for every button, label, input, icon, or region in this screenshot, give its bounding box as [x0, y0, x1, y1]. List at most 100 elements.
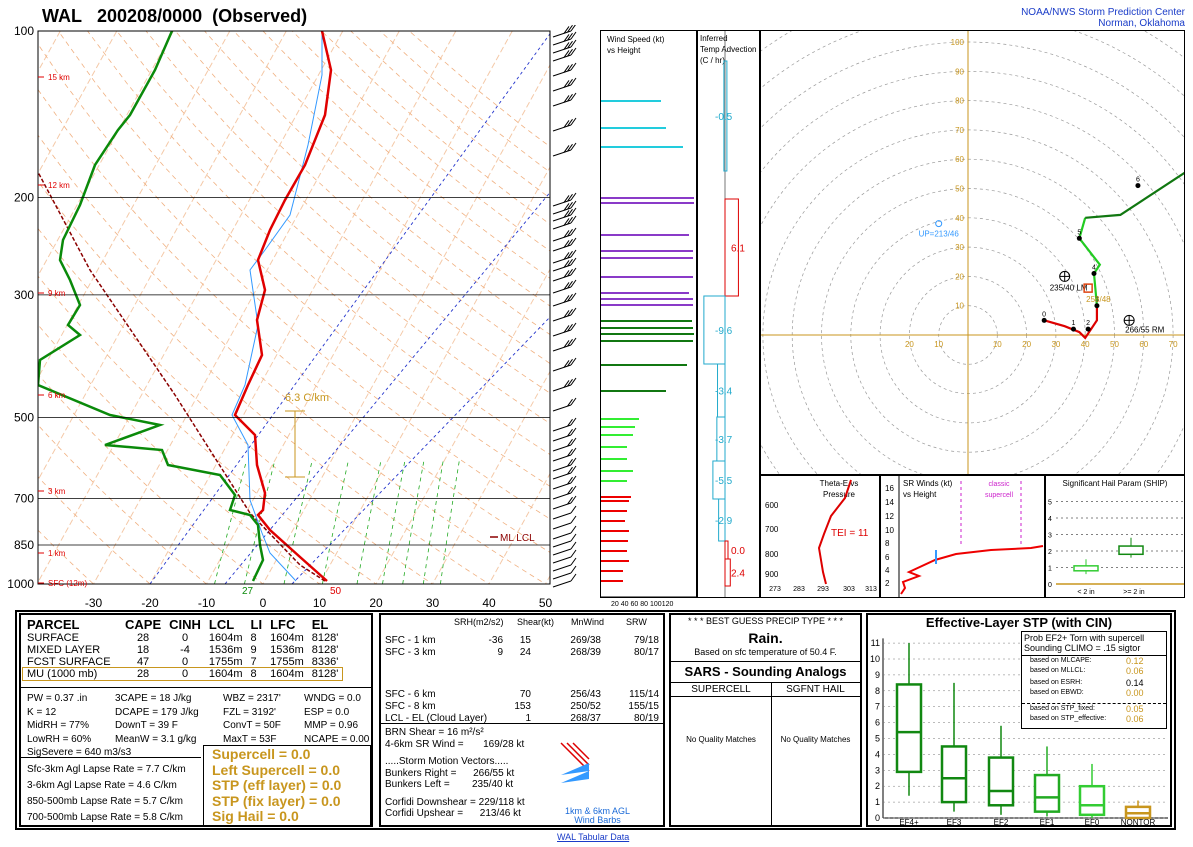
header-title: WAL 200208/0000 (Observed)	[42, 6, 307, 27]
stp-y-tick: 6	[875, 718, 880, 728]
hodo-km-point	[1091, 270, 1097, 276]
ship-y-tick: 5	[1048, 500, 1052, 507]
wind-barb-flag	[563, 310, 570, 318]
composite-values: Supercell = 0.0 Left Supercell = 0.0 STP…	[212, 746, 341, 825]
sars-title: SARS - Sounding Analogs	[684, 664, 847, 679]
lapse-rate: 850-500mb Lapse Rate = 5.7 C/km	[27, 796, 183, 807]
wind-barb-flag	[567, 466, 573, 475]
parcel-cell: 8336'	[311, 656, 339, 668]
pressure-label: 200	[14, 190, 34, 204]
parcel-trace	[38, 170, 326, 582]
wind-barb-flag	[570, 117, 577, 126]
sr-y-tick: 8	[885, 539, 890, 548]
temp-adv-title-2: Temp Advection	[700, 45, 757, 54]
tabular-data-link[interactable]: WAL Tabular Data	[557, 832, 630, 842]
index-value: WNDG = 0.0	[304, 693, 361, 704]
wind-barb-flag	[570, 573, 577, 582]
dry-adiabat-line	[116, 31, 550, 424]
wind-barb-flag	[570, 525, 577, 534]
isotherm-line	[0, 31, 4, 596]
wind-barb-flag	[563, 34, 570, 42]
sr-y-tick: 4	[885, 566, 890, 575]
parcel-col-header: CAPE	[125, 617, 162, 632]
wind-barb-flag	[567, 358, 573, 367]
org-name: NOAA/NWS Storm Prediction Center	[1021, 7, 1185, 18]
sars-col-hail: SGFNT HAIL	[786, 684, 845, 695]
stp-y-tick: 2	[875, 781, 880, 791]
stp-prob-label: based on ESRH:	[1030, 679, 1083, 686]
kin-cell: SFC - 6 km	[385, 689, 436, 700]
wind-barb-flag	[567, 428, 573, 437]
stp-y-tick: 0	[875, 813, 880, 823]
wind-barb	[552, 512, 572, 520]
isotherm-line	[38, 31, 61, 73]
hodo-x-tick: 10	[993, 340, 1002, 349]
kin-cell: 269/38	[570, 635, 601, 646]
hodograph-panel: 2010102030405060708090100110102030405060…	[557, 0, 1193, 746]
kin-cell: LCL - EL (Cloud Layer)	[385, 713, 488, 724]
hodo-ring	[704, 71, 1193, 599]
theta-y-tick: 900	[765, 570, 779, 579]
parcel-header-row: PARCEL CAPE CINH LCL LI LFC EL	[23, 617, 342, 632]
wind-barb-flag	[570, 322, 577, 331]
wind-barb-flag	[563, 295, 570, 303]
temp-advection-value: -3.4	[715, 387, 733, 398]
dry-adiabat-line	[38, 373, 264, 584]
wind-barb-flag	[570, 495, 577, 504]
parcel-cell: 18	[136, 644, 150, 656]
index-value: MMP = 0.96	[304, 720, 359, 731]
stp-prob-value: 0.12	[1126, 656, 1144, 666]
hodo-y-tick: 80	[955, 97, 964, 106]
stp-prob-value: 0.06	[1126, 714, 1144, 724]
hodo-km-point	[1094, 303, 1100, 309]
wind-barb-flag	[567, 280, 573, 289]
isotherm-line	[38, 31, 287, 482]
wind-barb-flag	[570, 257, 577, 266]
dry-adiabat-line	[204, 31, 550, 336]
pressure-label: 1000	[7, 577, 34, 591]
theta-x-tick: 293	[817, 586, 829, 593]
composite-value: Left Supercell = 0.0	[212, 761, 340, 778]
sars-supercell-none: No Quality Matches	[686, 735, 756, 744]
stp-y-tick: 8	[875, 686, 880, 696]
org-location: Norman, Oklahoma	[1098, 18, 1185, 29]
parcel-cell: 1755m	[208, 656, 243, 668]
up-label: UP=213/46	[919, 230, 960, 239]
index-value: ESP = 0.0	[304, 706, 350, 718]
wind-barb	[552, 532, 572, 540]
ship-chart: Significant Hail Param (SHIP) 5 4 3 2 1 0 < 2 i…	[1048, 479, 1184, 596]
composite-value: Supercell = 0.0	[212, 746, 311, 762]
parcel-cell: 1604m	[208, 632, 243, 644]
lapse-rates: Sfc-3km Agl Lapse Rate = 7.7 C/km 3-6km …	[27, 762, 186, 826]
rm-label: 266/55 RM	[1125, 325, 1164, 334]
wind-barb-flag	[567, 268, 573, 277]
ship-y-tick: 2	[1048, 549, 1052, 556]
hodo-y-tick: 30	[955, 243, 964, 252]
kin-cell: 15	[519, 635, 531, 646]
storm-motion-title: .....Storm Motion Vectors.....	[385, 756, 509, 767]
height-label: 15 km	[48, 73, 70, 82]
corfidi-downshear: Corfidi Downshear = 229/118 kt	[385, 797, 525, 808]
wind-barb	[552, 564, 572, 572]
temp-advection-value: -0.5	[715, 112, 733, 123]
wind-speed-panel: Wind Speed (kt) vs Height 20 40 60 80 10…	[600, 30, 697, 608]
pressure-label: 500	[14, 411, 34, 425]
wind-barb-flag	[567, 486, 573, 495]
wind-barb-flag	[570, 549, 577, 558]
stp-cat-label: EF0	[1085, 818, 1100, 825]
parcel-cell: 8128'	[311, 632, 339, 644]
index-value: MaxT = 53F	[223, 733, 277, 745]
wind-barb-flag	[570, 515, 577, 524]
ws-tick: 120	[661, 601, 674, 608]
mean-wind-label: 258/48	[1086, 295, 1111, 304]
dry-adiabat-line	[38, 529, 95, 584]
wind-barb-flag	[567, 201, 573, 210]
wind-barb-flag	[570, 207, 577, 216]
lapse-rate: Sfc-3km Agl Lapse Rate = 7.7 C/km	[27, 764, 186, 775]
temp-advection-bar	[724, 540, 729, 560]
stp-box	[987, 756, 1015, 807]
hodo-trace-mid	[1078, 217, 1102, 306]
theta-x-tick: 283	[793, 586, 805, 593]
parcel-cell: 1755m	[270, 656, 304, 668]
sars-hail-none: No Quality Matches	[780, 735, 851, 744]
